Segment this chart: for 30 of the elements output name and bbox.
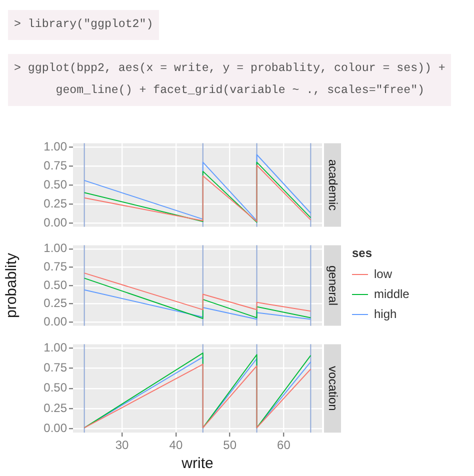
y-tick-label: 0.75 (44, 360, 68, 375)
y-tick-label: 0.00 (44, 215, 68, 230)
legend-label: middle (374, 287, 410, 301)
text: > library("ggplot2") (8, 10, 160, 40)
text: > ggplot(bpp2, aes(x = write, y = probablity, colour = ses)) + geom_line() + facet_grid(variable ~ ., scales="free") (8, 54, 452, 106)
y-tick-label: 0.50 (44, 380, 68, 395)
x-tick-label: 60 (277, 438, 291, 452)
y-tick-label: 1.00 (44, 241, 68, 256)
x-tick-label: 30 (115, 438, 130, 452)
legend-label: low (374, 267, 392, 281)
y-tick-label: 0.75 (44, 158, 68, 172)
text: vocation (326, 366, 340, 411)
y-tick-label: 0.50 (44, 177, 68, 192)
y-tick-label: 1.00 (44, 340, 68, 355)
text: general (326, 265, 340, 306)
y-axis-title: probablity (3, 252, 20, 318)
y-tick-label: 0.50 (44, 278, 68, 292)
y-tick-label: 0.75 (44, 259, 68, 274)
y-tick-label: 0.25 (44, 196, 68, 210)
legend-title: ses (352, 246, 374, 260)
text: academic (326, 159, 340, 211)
y-tick-label: 0.00 (44, 420, 68, 435)
y-tick-label: 0.00 (44, 314, 68, 328)
y-tick-label: 0.25 (44, 400, 68, 415)
legend-label: high (374, 307, 397, 321)
y-tick-label: 0.25 (44, 296, 68, 310)
x-axis-title: write (180, 455, 214, 472)
x-tick-label: 50 (223, 438, 237, 452)
y-tick-label: 1.00 (44, 139, 68, 154)
x-tick-label: 40 (169, 438, 183, 452)
